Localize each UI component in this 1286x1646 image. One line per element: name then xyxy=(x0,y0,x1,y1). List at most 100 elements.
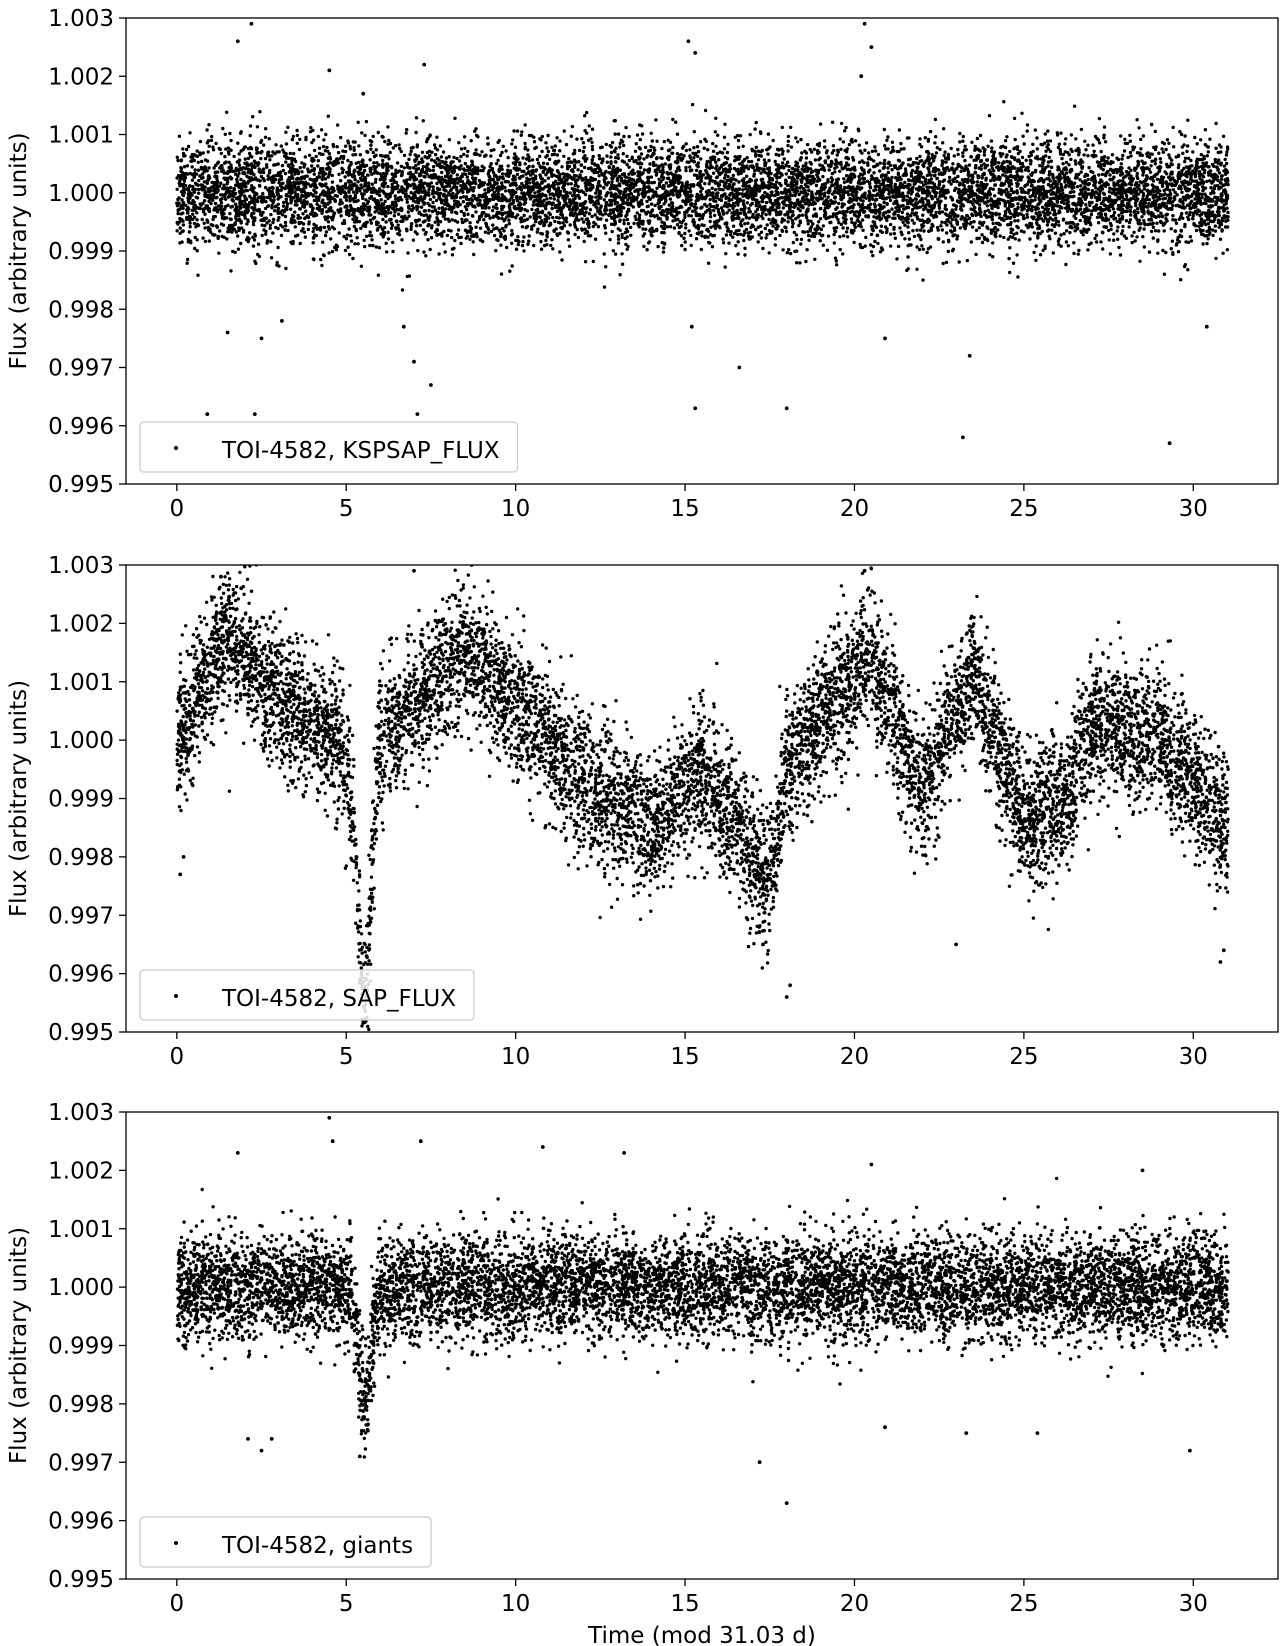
data-point xyxy=(867,189,871,194)
data-point xyxy=(928,129,933,134)
data-point xyxy=(627,172,631,176)
data-point xyxy=(1155,221,1159,225)
data-point xyxy=(181,206,185,210)
data-point xyxy=(619,138,624,142)
data-point xyxy=(1060,156,1064,161)
data-point xyxy=(1113,216,1118,220)
data-point xyxy=(671,117,675,122)
data-point xyxy=(707,182,711,186)
data-point xyxy=(814,183,819,188)
data-point xyxy=(993,225,997,230)
data-point xyxy=(756,158,761,162)
data-point xyxy=(993,183,997,187)
data-point xyxy=(1063,142,1067,146)
data-point xyxy=(293,210,297,214)
data-point xyxy=(486,182,490,187)
data-point xyxy=(282,200,286,205)
data-point xyxy=(372,161,376,165)
data-point xyxy=(391,249,395,254)
data-point xyxy=(526,153,530,157)
data-point xyxy=(1015,231,1019,235)
data-point xyxy=(1181,151,1185,155)
data-point xyxy=(570,186,574,191)
data-point xyxy=(594,191,598,195)
data-point xyxy=(1087,192,1091,196)
data-point xyxy=(369,147,373,151)
data-point xyxy=(516,235,520,239)
data-point xyxy=(368,243,372,248)
data-point xyxy=(661,250,666,254)
data-point xyxy=(200,217,204,222)
data-point xyxy=(486,201,490,205)
data-point xyxy=(237,152,241,156)
data-point xyxy=(374,148,378,152)
data-point xyxy=(798,261,802,265)
data-point xyxy=(899,230,903,234)
data-point xyxy=(492,233,497,238)
data-point xyxy=(271,231,275,235)
data-point xyxy=(979,164,984,168)
data-point xyxy=(1191,214,1196,218)
data-point xyxy=(339,207,343,211)
data-point xyxy=(943,150,947,154)
data-point xyxy=(954,207,958,211)
data-point xyxy=(1198,199,1203,203)
data-point xyxy=(620,262,625,266)
data-point xyxy=(970,225,975,229)
data-point xyxy=(906,243,910,248)
data-point xyxy=(455,156,459,161)
data-point xyxy=(333,245,337,250)
data-point xyxy=(851,158,856,162)
data-point xyxy=(1057,237,1061,241)
data-point xyxy=(1028,162,1033,166)
data-point xyxy=(1086,183,1090,187)
data-point xyxy=(552,197,556,201)
data-point xyxy=(320,211,324,215)
data-point xyxy=(720,171,724,175)
data-point xyxy=(438,144,442,148)
data-point xyxy=(457,141,461,145)
data-point xyxy=(561,221,565,225)
data-points xyxy=(175,21,1230,446)
data-point xyxy=(694,237,699,241)
data-point xyxy=(943,212,948,216)
data-point xyxy=(326,114,330,118)
data-point xyxy=(568,223,572,227)
data-point xyxy=(675,132,680,136)
data-point xyxy=(175,201,179,205)
data-point xyxy=(427,187,431,192)
data-point xyxy=(571,194,575,198)
data-point xyxy=(202,199,207,203)
data-point xyxy=(1147,250,1152,254)
data-point xyxy=(532,199,537,203)
data-point xyxy=(839,160,843,165)
data-point xyxy=(543,179,547,183)
data-point xyxy=(1141,235,1145,239)
data-point xyxy=(465,154,469,158)
data-point xyxy=(490,188,495,192)
data-point xyxy=(788,251,793,256)
data-point xyxy=(627,179,631,183)
data-point xyxy=(921,278,925,282)
data-point xyxy=(741,179,745,183)
data-point xyxy=(185,257,190,262)
data-point xyxy=(275,263,279,267)
data-point xyxy=(374,177,378,182)
data-point xyxy=(424,254,428,258)
data-point xyxy=(519,133,523,137)
data-point xyxy=(684,226,688,230)
data-point xyxy=(996,161,1001,165)
data-point xyxy=(364,234,369,238)
data-point xyxy=(909,174,914,178)
data-point xyxy=(346,245,350,249)
data-point xyxy=(1213,229,1218,233)
data-point xyxy=(721,188,725,192)
data-point xyxy=(786,160,790,164)
data-point xyxy=(344,237,349,241)
data-point xyxy=(860,159,864,163)
data-point xyxy=(567,244,572,248)
data-point xyxy=(891,216,895,220)
data-point xyxy=(726,229,730,233)
data-point xyxy=(1129,168,1133,172)
data-point xyxy=(388,150,392,155)
